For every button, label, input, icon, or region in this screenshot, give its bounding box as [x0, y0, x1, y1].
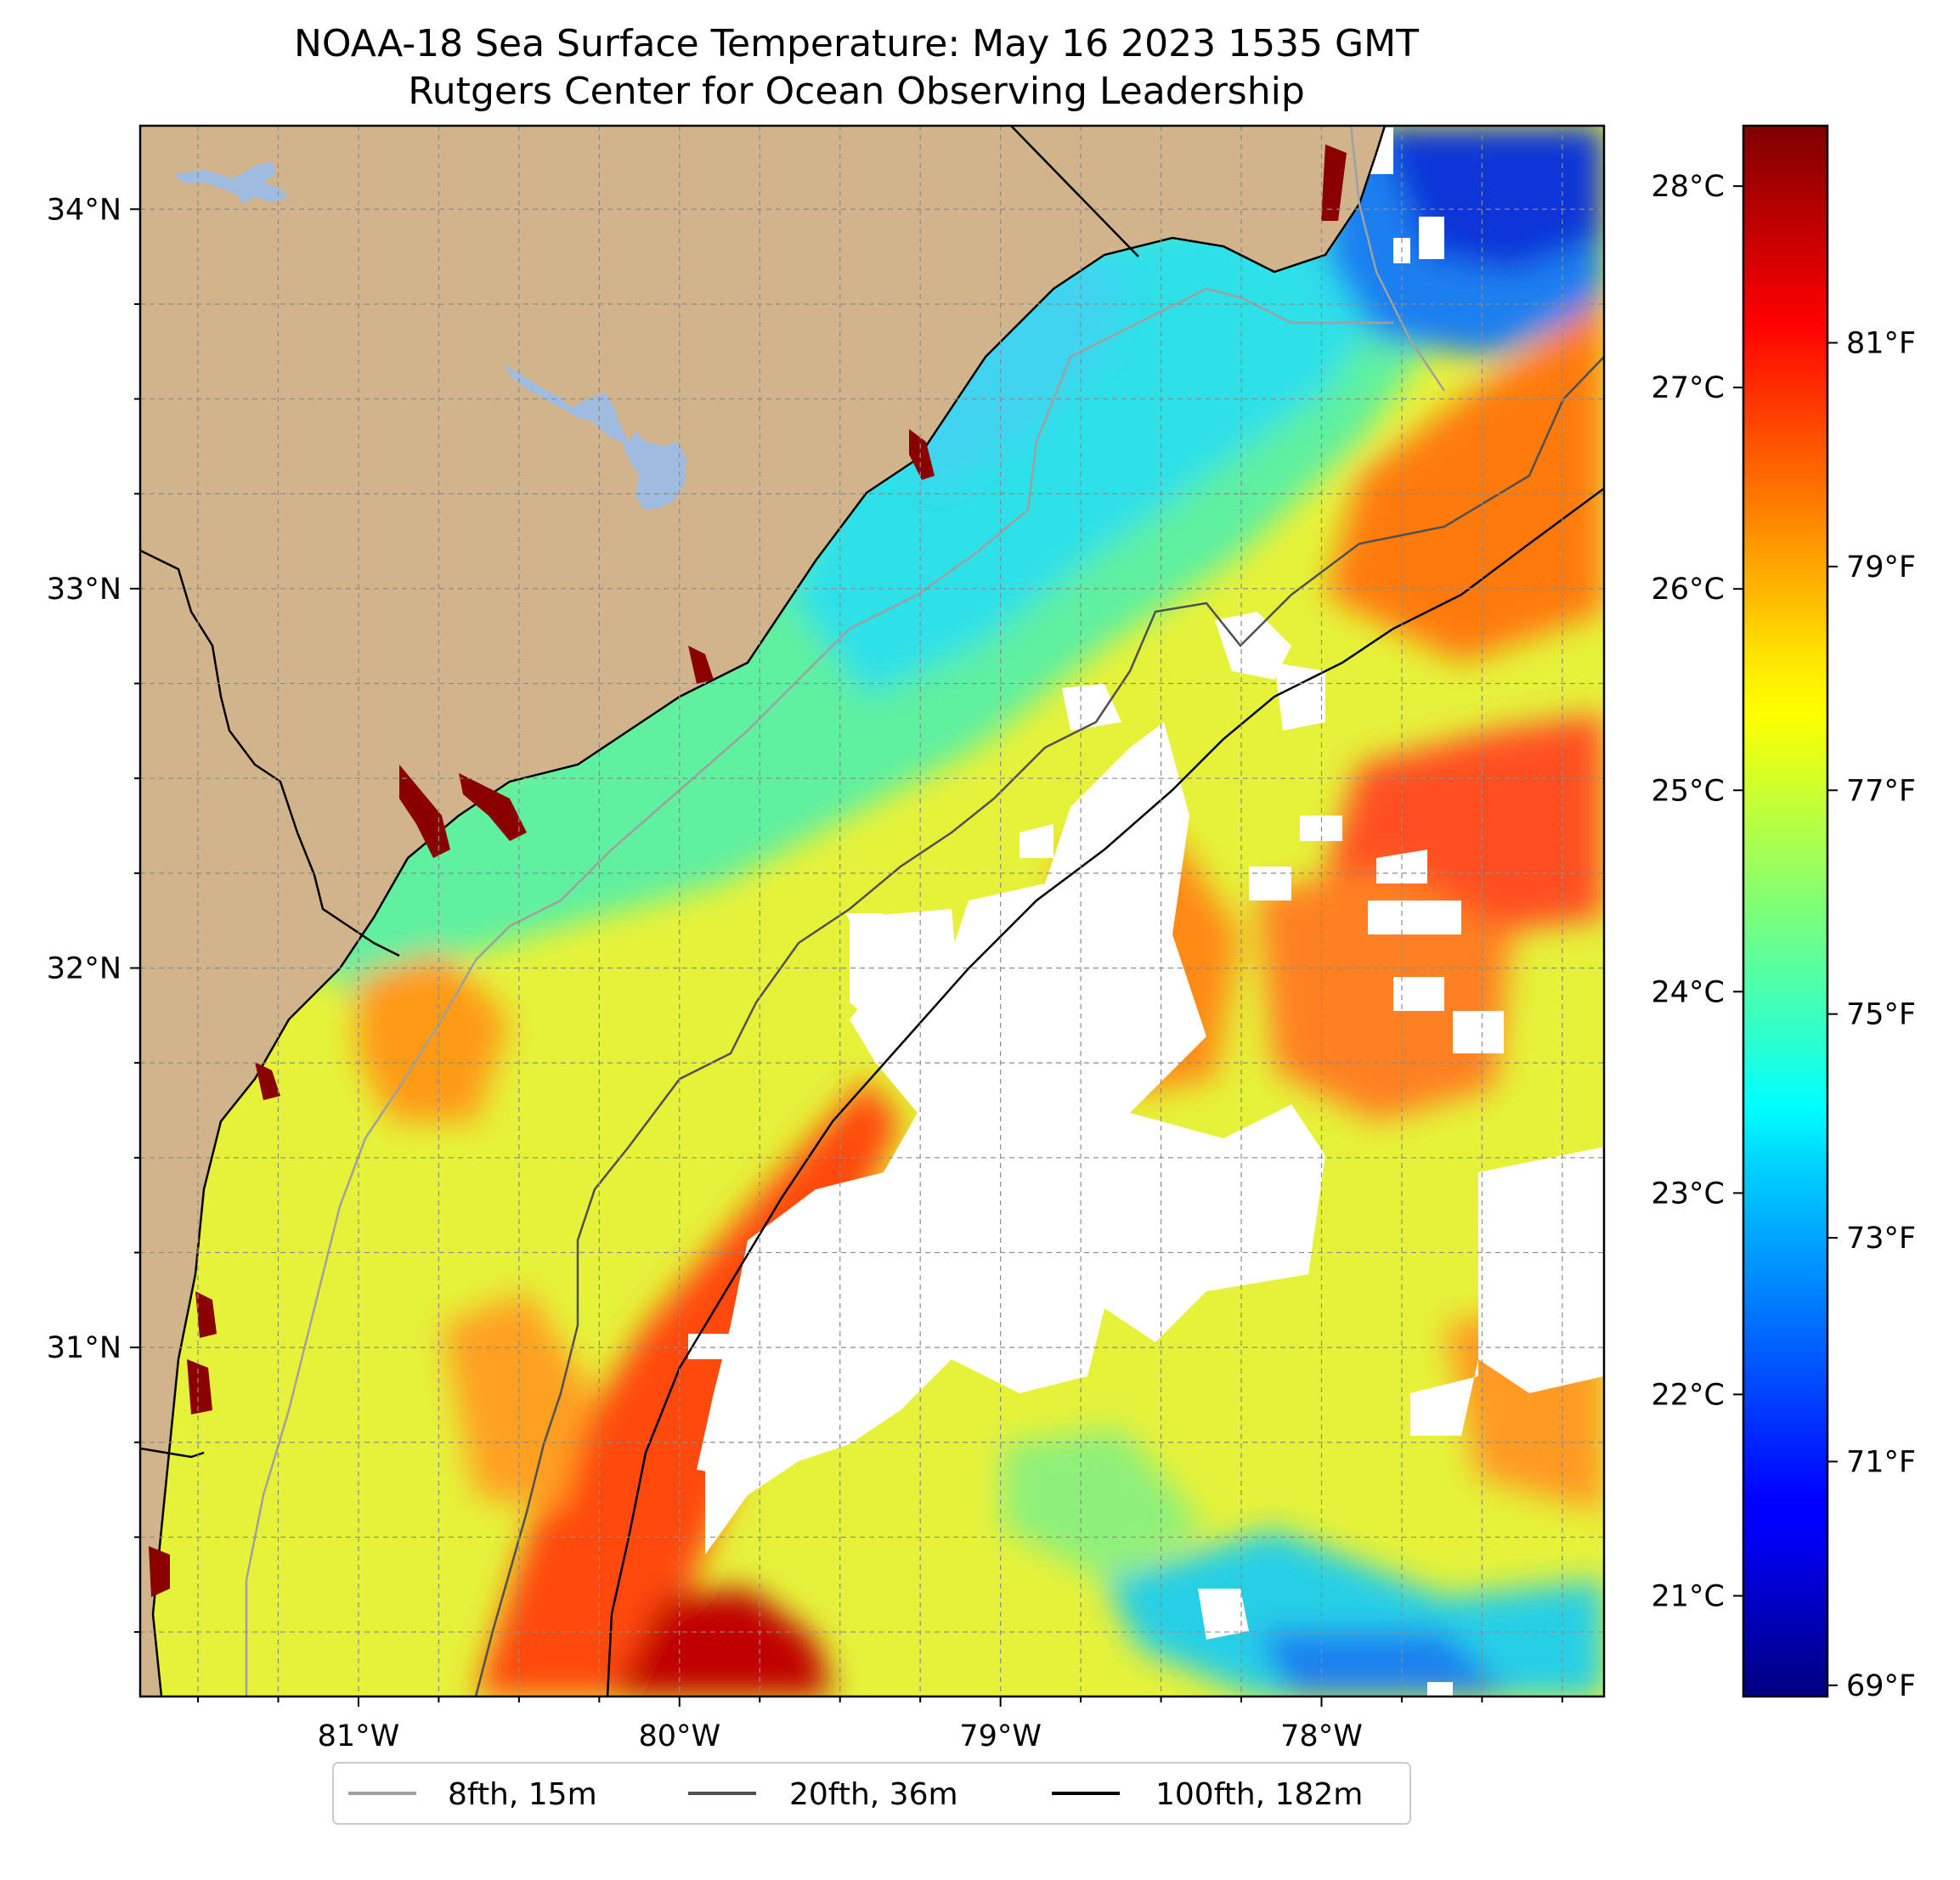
sst-deep-red-south — [612, 1589, 833, 1697]
cloud-east-large — [1410, 1147, 1604, 1436]
axis-labels: 81°W 80°W 79°W 78°W 34°N 33°N 32°N 31°N — [47, 193, 1363, 1753]
lat-tick-label: 32°N — [47, 951, 121, 985]
inlet-6 — [195, 1291, 217, 1338]
border-sc-ga — [140, 549, 400, 957]
isobath-20fth — [474, 356, 1604, 1697]
cloud-west-block — [850, 909, 960, 1045]
cloud-south-lobe — [705, 1342, 850, 1555]
colorbar-label-celsius: 28°C — [1652, 170, 1725, 204]
legend-box — [332, 1762, 1411, 1825]
inlet-7 — [187, 1359, 212, 1414]
map-frame — [138, 124, 1606, 1698]
border-sc-nc — [1010, 126, 1139, 257]
cloud-central-north — [1062, 684, 1121, 731]
lon-tick-label: 78°W — [1280, 1719, 1363, 1753]
legend-label-100fth: 100fth, 182m — [1155, 1777, 1363, 1812]
title-line-1: NOAA-18 Sea Surface Temperature: May 16 … — [294, 22, 1419, 65]
marsh-inlets — [149, 144, 1347, 1597]
legend-label-20fth: 20fth, 36m — [789, 1777, 958, 1812]
colorbar-label-fahrenheit: 75°F — [1846, 998, 1916, 1032]
colorbar-label-fahrenheit: 79°F — [1846, 550, 1916, 584]
colorbar-label-fahrenheit: 73°F — [1846, 1222, 1916, 1256]
legend: 8fth, 15m 20fth, 36m 100fth, 182m — [332, 1762, 1411, 1825]
inlet-3 — [909, 429, 935, 480]
cloud-west-small — [1020, 824, 1053, 858]
sst-warm-inshore-patch — [357, 951, 510, 1121]
lat-tick-label: 34°N — [47, 193, 121, 227]
sst-cyan-nearshore — [901, 255, 1130, 493]
legend-label-8fth: 8fth, 15m — [448, 1777, 597, 1812]
colorbar-label-celsius: 26°C — [1652, 573, 1725, 607]
colorbar-label-fahrenheit: 77°F — [1846, 774, 1916, 808]
colorbar-label-celsius: 22°C — [1652, 1378, 1725, 1412]
cloud-north-cluster — [1215, 612, 1291, 680]
cloud-southwest-strip — [688, 1334, 731, 1359]
colorbar-label-celsius: 27°C — [1652, 371, 1725, 405]
isobaths — [245, 126, 1604, 1697]
land-mass — [140, 126, 1385, 1697]
inlet-8 — [149, 1546, 170, 1597]
lat-tick-label: 31°N — [47, 1331, 121, 1365]
cloud-mask — [688, 127, 1604, 1697]
cloud-bottom-small — [1427, 1682, 1453, 1697]
gridlines — [140, 126, 1604, 1697]
colorbar-gradient — [1743, 126, 1827, 1697]
colorbar-ticks: 28°C 27°C 26°C 25°C 24°C 23°C 22°C 21°C 81°F 79°F… — [1652, 170, 1917, 1703]
colorbar-label-fahrenheit: 69°F — [1846, 1669, 1916, 1703]
inlet-5 — [255, 1062, 280, 1100]
lon-tick-label: 81°W — [318, 1719, 400, 1753]
lakes — [174, 161, 686, 510]
colorbar-label-celsius: 24°C — [1652, 975, 1725, 1009]
isobath-100fth — [606, 487, 1604, 1697]
map-panel — [140, 126, 1604, 1697]
colorbar-label-celsius: 21°C — [1652, 1579, 1725, 1613]
inlet-2 — [459, 773, 527, 841]
cloud-north-cluster-2 — [1274, 663, 1325, 731]
inlet-1 — [399, 765, 450, 858]
axis-ticks — [130, 208, 1563, 1707]
colorbar-label-fahrenheit: 81°F — [1846, 326, 1916, 360]
sst-green-southmid — [1003, 1427, 1206, 1580]
coastline — [151, 126, 1387, 1697]
inlet-4 — [688, 646, 714, 684]
colorbar-label-fahrenheit: 71°F — [1846, 1445, 1916, 1479]
cloud-northeast-small — [1368, 127, 1444, 263]
lon-tick-label: 80°W — [638, 1719, 720, 1753]
sst-warm-southwest — [442, 1291, 595, 1512]
title-line-2: Rutgers Center for Ocean Observing Leade… — [408, 70, 1305, 113]
lon-tick-label: 79°W — [959, 1719, 1042, 1753]
lat-tick-label: 33°N — [47, 573, 121, 607]
cloud-east-rect — [1368, 900, 1504, 1053]
lake-north — [174, 161, 289, 204]
lake-marion — [503, 364, 686, 510]
sst-cyan-south — [1104, 1529, 1604, 1697]
inlet-9 — [1321, 144, 1347, 221]
colorbar-frame — [1742, 124, 1829, 1698]
colorbar-label-celsius: 25°C — [1652, 774, 1725, 808]
cloud-east-patches — [1249, 816, 1427, 900]
colorbar-label-celsius: 23°C — [1652, 1177, 1725, 1211]
cloud-south-patch — [1198, 1589, 1249, 1640]
cloud-main — [697, 722, 1325, 1478]
sst-warm-offshore — [1325, 297, 1604, 663]
